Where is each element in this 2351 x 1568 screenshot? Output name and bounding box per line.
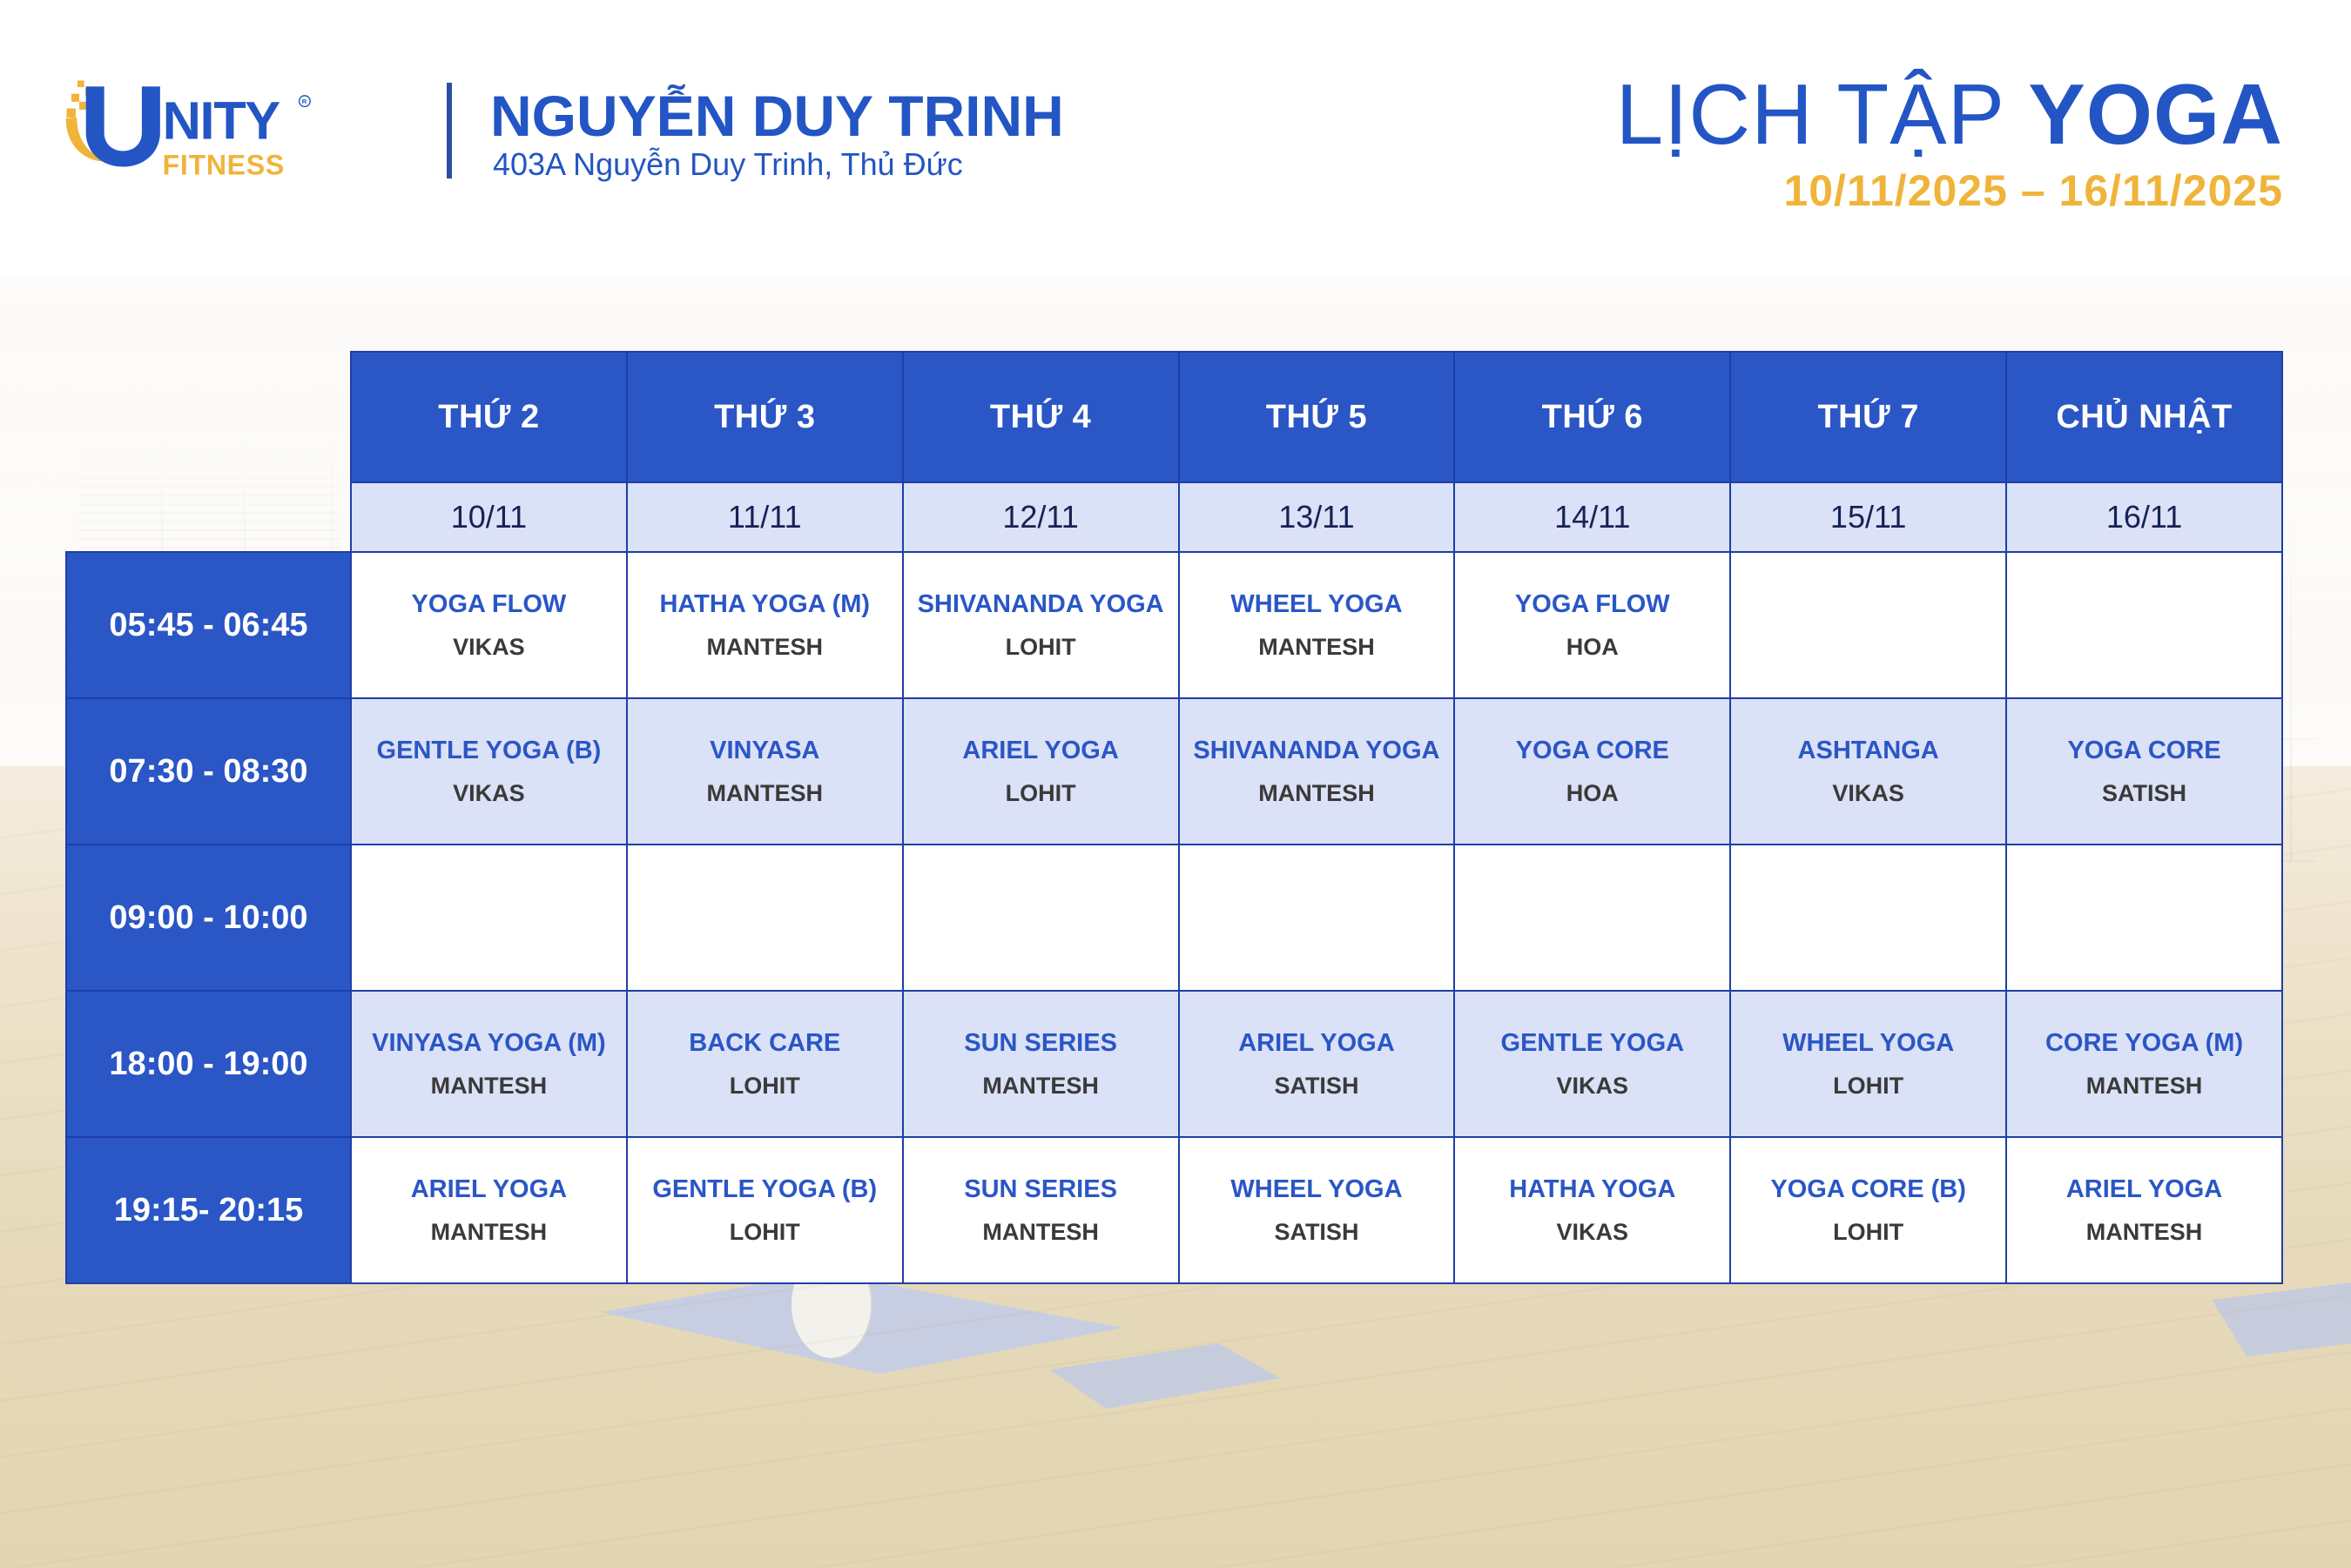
svg-text:FITNESS: FITNESS xyxy=(163,150,285,181)
svg-text:NITY: NITY xyxy=(163,91,280,151)
svg-text:R: R xyxy=(302,98,307,105)
